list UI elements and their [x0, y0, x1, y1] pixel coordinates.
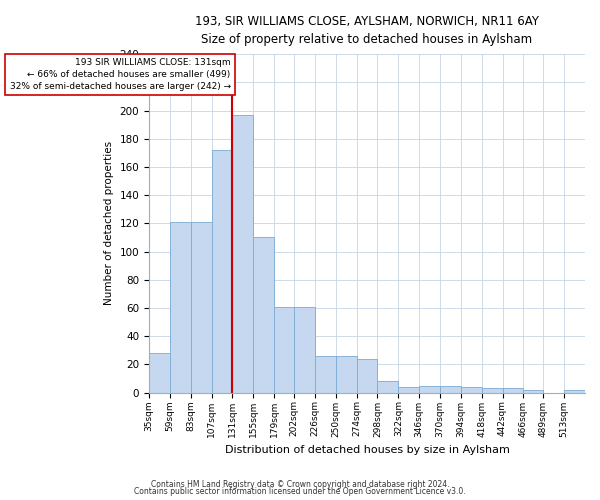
Bar — [253, 238, 274, 392]
Bar — [294, 306, 315, 392]
Y-axis label: Number of detached properties: Number of detached properties — [104, 142, 114, 306]
Bar — [191, 222, 212, 392]
Bar — [149, 353, 170, 393]
Bar — [398, 387, 419, 392]
Bar — [274, 306, 294, 392]
Bar — [523, 390, 544, 392]
Bar — [212, 150, 232, 392]
Bar — [315, 356, 336, 393]
Bar — [170, 222, 191, 392]
Title: 193, SIR WILLIAMS CLOSE, AYLSHAM, NORWICH, NR11 6AY
Size of property relative to: 193, SIR WILLIAMS CLOSE, AYLSHAM, NORWIC… — [195, 15, 539, 46]
Bar — [461, 387, 482, 392]
Text: Contains HM Land Registry data © Crown copyright and database right 2024.: Contains HM Land Registry data © Crown c… — [151, 480, 449, 489]
Text: Contains public sector information licensed under the Open Government Licence v3: Contains public sector information licen… — [134, 487, 466, 496]
Bar — [232, 115, 253, 392]
X-axis label: Distribution of detached houses by size in Aylsham: Distribution of detached houses by size … — [224, 445, 509, 455]
Bar — [377, 382, 398, 392]
Bar — [503, 388, 523, 392]
Bar — [336, 356, 356, 393]
Bar — [564, 390, 585, 392]
Bar — [482, 388, 503, 392]
Bar — [440, 386, 461, 392]
Text: 193 SIR WILLIAMS CLOSE: 131sqm
← 66% of detached houses are smaller (499)
32% of: 193 SIR WILLIAMS CLOSE: 131sqm ← 66% of … — [10, 58, 230, 91]
Bar — [356, 359, 377, 392]
Bar — [419, 386, 440, 392]
